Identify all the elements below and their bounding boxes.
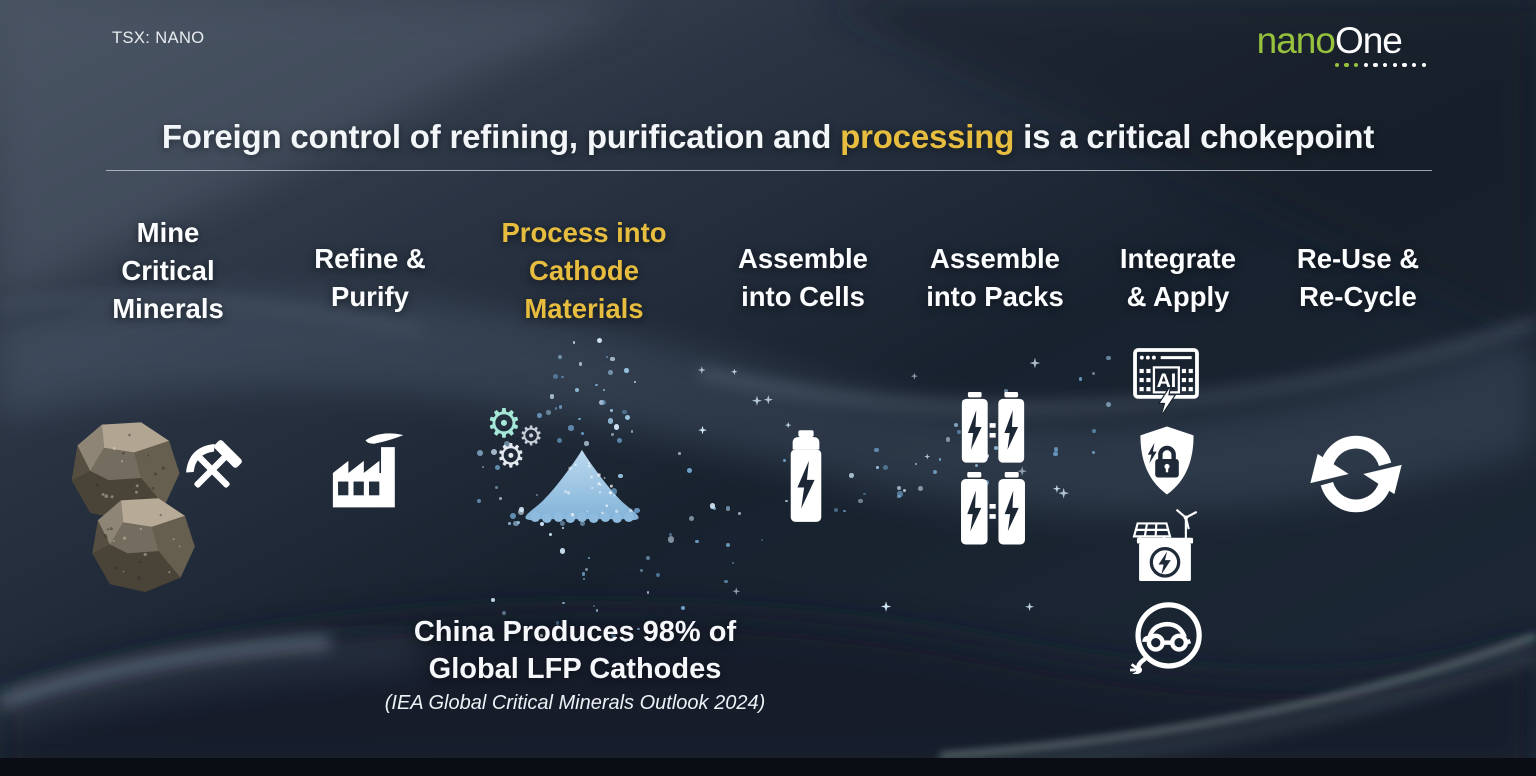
logo-dot: [1412, 63, 1417, 68]
recycle-icon: [1310, 435, 1402, 513]
rocks-icon-2: [92, 498, 195, 592]
title-highlight: processing: [840, 118, 1015, 155]
battery-cell-icon: [790, 430, 822, 522]
title-post: is a critical chokepoint: [1014, 118, 1375, 155]
logo-dot: [1373, 63, 1378, 68]
step-header-assemble-cells: Assemble into Cells: [738, 243, 868, 312]
callout-source: (IEA Global Critical Minerals Outlook 20…: [384, 692, 766, 714]
callout-line1: China Produces 98% of: [413, 616, 737, 648]
ai-server-icon: AI: [1133, 348, 1199, 415]
logo: nanoOne: [1257, 22, 1426, 68]
ticker-label: TSX: NANO: [112, 29, 205, 47]
callout-line2: Global LFP Cathodes: [428, 653, 722, 685]
ai-label: AI: [1157, 370, 1177, 392]
gear-icon-teal: ⚙: [486, 401, 522, 447]
logo-dot: [1344, 63, 1349, 68]
logo-dot: [1363, 63, 1368, 68]
logo-dot: [1402, 63, 1407, 68]
logo-dot: [1392, 63, 1397, 68]
logo-dots: [1334, 63, 1426, 68]
battery-pack-icon: [961, 392, 1025, 463]
logo-text: nanoOne: [1257, 22, 1426, 59]
security-shield-icon: [1140, 426, 1194, 495]
logo-dot: [1421, 63, 1426, 68]
energy-storage-icon: [1132, 508, 1198, 581]
step-header-process-cathode-materials: Process into Cathode Materials: [501, 217, 667, 324]
step-header-mine-critical-minerals: Mine Critical Minerals: [112, 217, 224, 324]
logo-text-one: One: [1334, 20, 1403, 61]
gear-icon-light: ⚙: [496, 436, 526, 475]
logo-text-nano: nano: [1256, 20, 1336, 61]
logo-dot: [1334, 63, 1339, 68]
step-header-assemble-packs: Assemble into Packs: [926, 243, 1064, 312]
callout: China Produces 98% of Global LFP Cathode…: [320, 614, 830, 715]
ev-charging-icon: [1130, 602, 1202, 674]
battery-pack-icon-2: [961, 472, 1025, 545]
title-pre: Foreign control of refining, purificatio…: [161, 118, 841, 155]
logo-dot: [1354, 63, 1359, 68]
step-header-reuse-recycle: Re-Use & Re-Cycle: [1296, 243, 1420, 312]
step-header-integrate-apply: Integrate & Apply: [1119, 243, 1237, 312]
title-underline: [106, 170, 1432, 171]
step-header-refine-purify: Refine & Purify: [314, 243, 426, 312]
factory-icon: [332, 433, 404, 508]
powder-pile-icon: [525, 449, 639, 524]
gear-icon-silver: ⚙: [519, 421, 544, 452]
page-title: Foreign control of refining, purificatio…: [0, 118, 1536, 156]
hammer-pick-icon: [186, 440, 242, 488]
logo-dot: [1383, 63, 1388, 68]
